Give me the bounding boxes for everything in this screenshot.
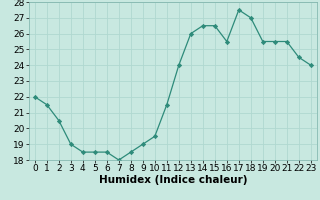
X-axis label: Humidex (Indice chaleur): Humidex (Indice chaleur) [99,175,247,185]
